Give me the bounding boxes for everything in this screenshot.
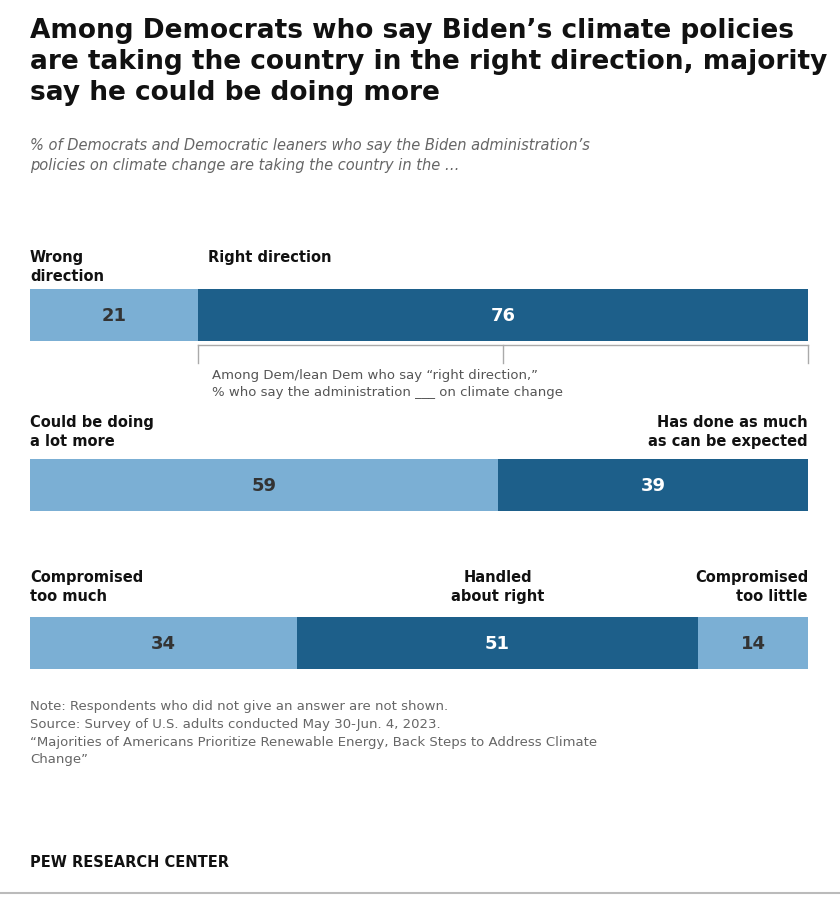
Text: PEW RESEARCH CENTER: PEW RESEARCH CENTER	[30, 854, 229, 869]
Text: Among Dem/lean Dem who say “right direction,”
% who say the administration ___ o: Among Dem/lean Dem who say “right direct…	[213, 368, 564, 398]
Text: 59: 59	[252, 477, 276, 495]
Text: Source: Survey of U.S. adults conducted May 30-Jun. 4, 2023.: Source: Survey of U.S. adults conducted …	[30, 717, 441, 731]
Text: Has done as much
as can be expected: Has done as much as can be expected	[648, 414, 808, 448]
Text: Right direction: Right direction	[208, 250, 332, 265]
Text: Could be doing
a lot more: Could be doing a lot more	[30, 414, 154, 448]
Bar	[30, 618, 297, 669]
Text: % of Democrats and Democratic leaners who say the Biden administration’s
policie: % of Democrats and Democratic leaners wh…	[30, 138, 590, 172]
Bar	[30, 460, 498, 511]
Text: Compromised
too little: Compromised too little	[695, 570, 808, 603]
Bar	[198, 290, 808, 341]
Text: Compromised
too much: Compromised too much	[30, 570, 144, 603]
Bar	[498, 460, 808, 511]
Text: Among Democrats who say Biden’s climate policies
are taking the country in the r: Among Democrats who say Biden’s climate …	[30, 18, 827, 106]
Text: 76: 76	[491, 307, 516, 325]
Text: 51: 51	[485, 634, 510, 652]
Text: 39: 39	[641, 477, 665, 495]
Text: 34: 34	[151, 634, 176, 652]
Bar	[698, 618, 808, 669]
Bar	[297, 618, 698, 669]
Text: “Majorities of Americans Prioritize Renewable Energy, Back Steps to Address Clim: “Majorities of Americans Prioritize Rene…	[30, 735, 597, 765]
Bar	[30, 290, 198, 341]
Text: Wrong
direction: Wrong direction	[30, 250, 104, 284]
Text: 14: 14	[741, 634, 765, 652]
Text: Handled
about right: Handled about right	[451, 570, 544, 603]
Text: 21: 21	[102, 307, 127, 325]
Text: Note: Respondents who did not give an answer are not shown.: Note: Respondents who did not give an an…	[30, 699, 448, 712]
